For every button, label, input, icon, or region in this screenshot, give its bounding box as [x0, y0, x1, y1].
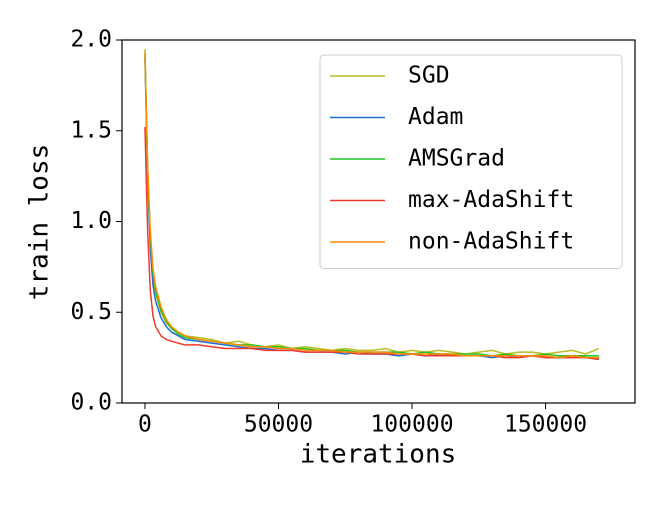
legend-label: SGD	[408, 63, 450, 89]
x-tick-label: 0	[138, 412, 152, 438]
legend-label: non-AdaShift	[408, 229, 574, 255]
legend-label: AMSGrad	[408, 146, 505, 172]
y-tick-label: 1.0	[70, 208, 112, 234]
legend-box	[319, 54, 623, 269]
x-tick-label: 50000	[244, 412, 313, 438]
line-series	[144, 127, 600, 361]
legend-label: max-AdaShift	[408, 187, 574, 213]
x-tick-label: 150000	[504, 412, 587, 438]
line-series	[144, 52, 599, 359]
legend-label: Adam	[408, 104, 463, 130]
x-tick-label: 100000	[370, 412, 453, 438]
x-axis-label: iterations	[300, 440, 457, 470]
y-tick-label: 1.5	[70, 117, 112, 143]
plot-frame	[121, 39, 636, 404]
y-tick-label: 0.5	[70, 299, 112, 325]
y-tick-label: 0.0	[70, 390, 112, 416]
y-tick-label: 2.0	[70, 27, 112, 53]
y-axis-label: train loss	[25, 144, 55, 301]
